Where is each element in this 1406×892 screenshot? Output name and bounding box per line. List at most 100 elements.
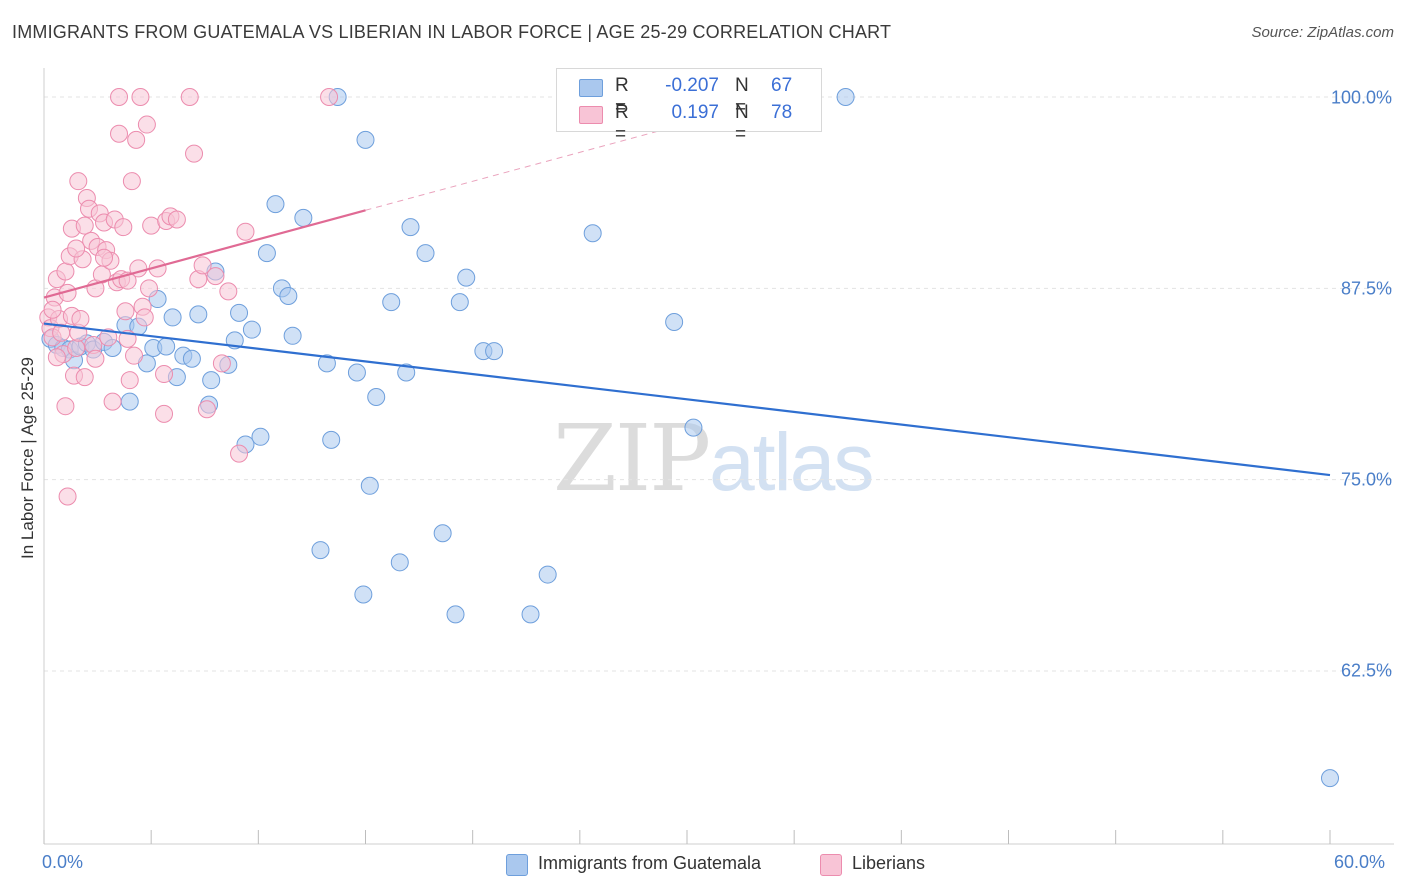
point-liberians — [137, 115, 156, 134]
point-liberians — [193, 256, 212, 275]
point-liberians — [135, 308, 154, 327]
point-guatemala — [322, 430, 341, 449]
point-liberians — [212, 354, 231, 373]
point-guatemala — [356, 130, 375, 149]
watermark-zip: ZIP — [553, 405, 711, 512]
point-liberians — [236, 222, 255, 241]
point-guatemala — [311, 541, 330, 560]
point-guatemala — [202, 371, 221, 390]
point-liberians — [120, 371, 139, 390]
bottom-legend-swatch-liberians — [820, 854, 842, 876]
point-guatemala — [279, 286, 298, 305]
point-liberians — [230, 444, 249, 463]
point-guatemala — [294, 208, 313, 227]
point-guatemala — [397, 363, 416, 382]
point-liberians — [95, 248, 114, 267]
y-tick-label-87-5: 87.5% — [1340, 278, 1392, 299]
bottom-legend-label-guatemala: Immigrants from Guatemala — [538, 853, 762, 873]
legend-r-value: 0.197 — [671, 102, 719, 123]
bottom-legend-label-liberians: Liberians — [852, 853, 926, 873]
point-guatemala — [354, 585, 373, 604]
point-liberians — [110, 124, 129, 143]
y-axis-label: In Labor Force | Age 25-29 — [18, 357, 37, 559]
point-liberians — [67, 339, 86, 358]
point-guatemala — [450, 293, 469, 312]
point-guatemala — [163, 308, 182, 327]
point-liberians — [47, 348, 66, 367]
point-liberians — [58, 487, 77, 506]
point-guatemala — [182, 349, 201, 368]
point-liberians — [167, 210, 186, 229]
point-guatemala — [684, 418, 703, 437]
point-guatemala — [521, 605, 540, 624]
point-guatemala — [457, 268, 476, 287]
point-liberians — [75, 368, 94, 387]
point-liberians — [180, 88, 199, 106]
point-liberians — [69, 172, 88, 191]
point-liberians — [86, 349, 105, 368]
legend-swatch-liberians — [579, 106, 603, 124]
point-guatemala — [251, 427, 270, 446]
point-liberians — [99, 328, 118, 347]
legend-n-label: N = — [735, 102, 749, 145]
watermark: ZIPatlas — [553, 405, 874, 512]
point-guatemala — [257, 244, 276, 263]
point-guatemala — [583, 224, 602, 243]
source-label: Source: ZipAtlas.com — [1251, 24, 1394, 41]
point-liberians — [75, 216, 94, 235]
trendline-guatemala — [43, 322, 1331, 477]
point-liberians — [67, 239, 86, 258]
trendline-liberians-extension — [365, 128, 666, 211]
point-liberians — [320, 88, 339, 106]
y-tick-label-62-5: 62.5% — [1340, 660, 1392, 681]
legend-swatch-guatemala — [579, 79, 603, 97]
point-liberians — [206, 267, 225, 286]
point-guatemala — [189, 305, 208, 324]
watermark-atlas: atlas — [709, 417, 874, 508]
point-liberians — [56, 397, 75, 416]
point-liberians — [114, 218, 133, 237]
legend-n-value: 78 — [771, 102, 793, 123]
y-tick-label-75: 75.0% — [1340, 469, 1392, 490]
point-guatemala — [382, 293, 401, 312]
trendline-liberians — [43, 209, 366, 299]
point-guatemala — [230, 303, 249, 322]
x-tick-label-0: 0.0% — [42, 852, 84, 872]
point-guatemala — [242, 320, 261, 339]
point-liberians — [43, 300, 62, 319]
point-guatemala — [416, 244, 435, 263]
point-guatemala — [665, 313, 684, 332]
x-tick-label-60: 60.0% — [1334, 852, 1386, 872]
point-liberians — [127, 130, 146, 149]
point-liberians — [56, 262, 75, 281]
point-guatemala — [120, 392, 139, 411]
point-guatemala — [538, 565, 557, 584]
point-liberians — [219, 282, 238, 301]
point-guatemala — [367, 388, 386, 407]
point-liberians — [131, 88, 150, 106]
point-liberians — [71, 309, 90, 328]
point-guatemala — [401, 218, 420, 237]
point-liberians — [125, 346, 144, 365]
stats-legend: R = -0.207 N = 67 R = 0.197 N = 78 — [556, 68, 822, 145]
chart-title: IMMIGRANTS FROM GUATEMALA VS LIBERIAN IN… — [12, 22, 892, 42]
point-liberians — [142, 216, 161, 235]
point-guatemala — [485, 342, 504, 361]
point-guatemala — [283, 326, 302, 345]
legend-n-label: N = — [735, 75, 749, 118]
point-guatemala — [836, 88, 855, 106]
point-guatemala — [157, 337, 176, 356]
legend-n-value: 67 — [771, 75, 793, 96]
legend-r-label: R = — [615, 75, 629, 118]
legend-r-label: R = — [615, 102, 629, 145]
bottom-legend-swatch-guatemala — [506, 854, 528, 876]
point-guatemala — [433, 524, 452, 543]
point-guatemala — [347, 363, 366, 382]
point-guatemala — [266, 195, 285, 214]
point-guatemala — [446, 605, 465, 624]
legend-r-value: -0.207 — [665, 75, 719, 96]
point-liberians — [155, 404, 174, 423]
point-liberians — [103, 392, 122, 411]
y-tick-label-100: 100.0% — [1330, 87, 1392, 108]
